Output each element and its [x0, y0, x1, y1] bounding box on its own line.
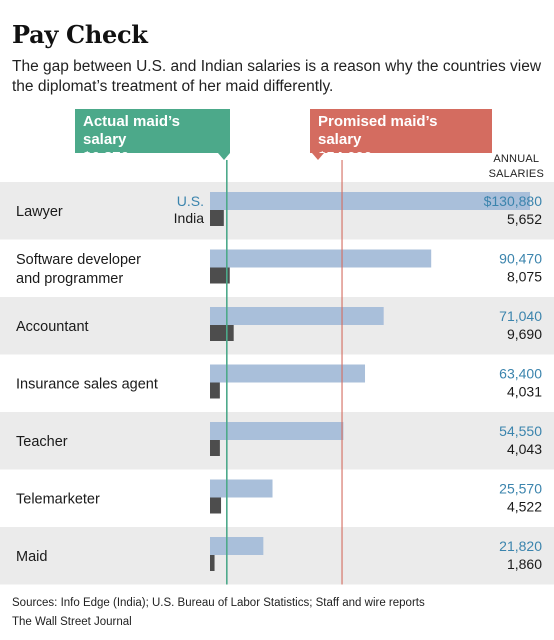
source-note: Sources: Info Edge (India); U.S. Bureau … — [12, 597, 425, 609]
us-bar — [210, 307, 384, 325]
india-bar — [210, 440, 220, 456]
us-bar — [210, 364, 366, 383]
annual-label-line1: ANNUAL — [493, 153, 540, 165]
us-bar — [210, 479, 273, 498]
india-value-label: 4,522 — [507, 499, 542, 515]
promised-salary-label: Promised maid’s salary — [318, 113, 438, 148]
india-bar — [210, 210, 224, 226]
india-bar — [210, 382, 220, 399]
category-label: Software developer — [16, 252, 141, 268]
india-value-label: 8,075 — [507, 269, 542, 285]
publisher-credit: The Wall Street Journal — [12, 616, 132, 628]
us-value-label: 54,550 — [499, 423, 542, 439]
india-bar — [210, 267, 230, 284]
promised-salary-callout: Promised maid’s salary $54,000 — [310, 109, 492, 166]
us-value-label: 90,470 — [499, 251, 542, 267]
category-label: Teacher — [16, 434, 68, 450]
us-value-label: 21,820 — [499, 538, 542, 554]
us-value-label: 25,570 — [499, 481, 542, 497]
india-bar — [210, 555, 215, 571]
promised-salary-value: $54,000 — [318, 149, 373, 166]
us-value-label: $130,880 — [484, 193, 543, 209]
india-value-label: 4,031 — [507, 384, 542, 400]
category-label: Telemarketer — [16, 491, 100, 507]
india-series-label: India — [174, 210, 205, 226]
row-background — [0, 527, 554, 585]
india-value-label: 9,690 — [507, 326, 542, 342]
annual-salaries-header: ANNUAL SALARIES — [489, 152, 544, 182]
actual-salary-pointer — [218, 153, 230, 160]
salary-bar-chart: Lawyer $130,880 5,652 U.S.India Software dev… — [0, 160, 554, 585]
us-bar — [210, 537, 264, 555]
us-value-label: 71,040 — [499, 308, 542, 324]
row-background — [0, 182, 554, 240]
actual-salary-label: Actual maid’s salary — [83, 113, 180, 148]
promised-salary-pointer — [312, 153, 324, 160]
category-label: and programmer — [16, 271, 123, 287]
us-value-label: 63,400 — [499, 366, 542, 382]
category-label: Maid — [16, 549, 47, 565]
annual-label-line2: SALARIES — [488, 168, 544, 180]
chart-title: Pay Check — [12, 20, 148, 49]
row-background — [0, 412, 554, 470]
us-bar — [210, 249, 432, 268]
category-label: Insurance sales agent — [16, 376, 158, 392]
us-series-label: U.S. — [177, 193, 204, 209]
category-label: Accountant — [16, 319, 89, 335]
chart-subtitle: The gap between U.S. and Indian salaries… — [12, 58, 542, 95]
india-value-label: 4,043 — [507, 441, 542, 457]
category-label: Lawyer — [16, 204, 63, 220]
india-value-label: 1,860 — [507, 556, 542, 572]
india-value-label: 5,652 — [507, 211, 542, 227]
us-bar — [210, 422, 344, 440]
india-bar — [210, 497, 222, 514]
row-background — [0, 297, 554, 355]
us-bar — [210, 192, 530, 210]
actual-salary-callout: Actual maid’s salary $6,876 — [75, 109, 230, 166]
actual-salary-value: $6,876 — [83, 149, 129, 166]
india-bar — [210, 325, 234, 341]
